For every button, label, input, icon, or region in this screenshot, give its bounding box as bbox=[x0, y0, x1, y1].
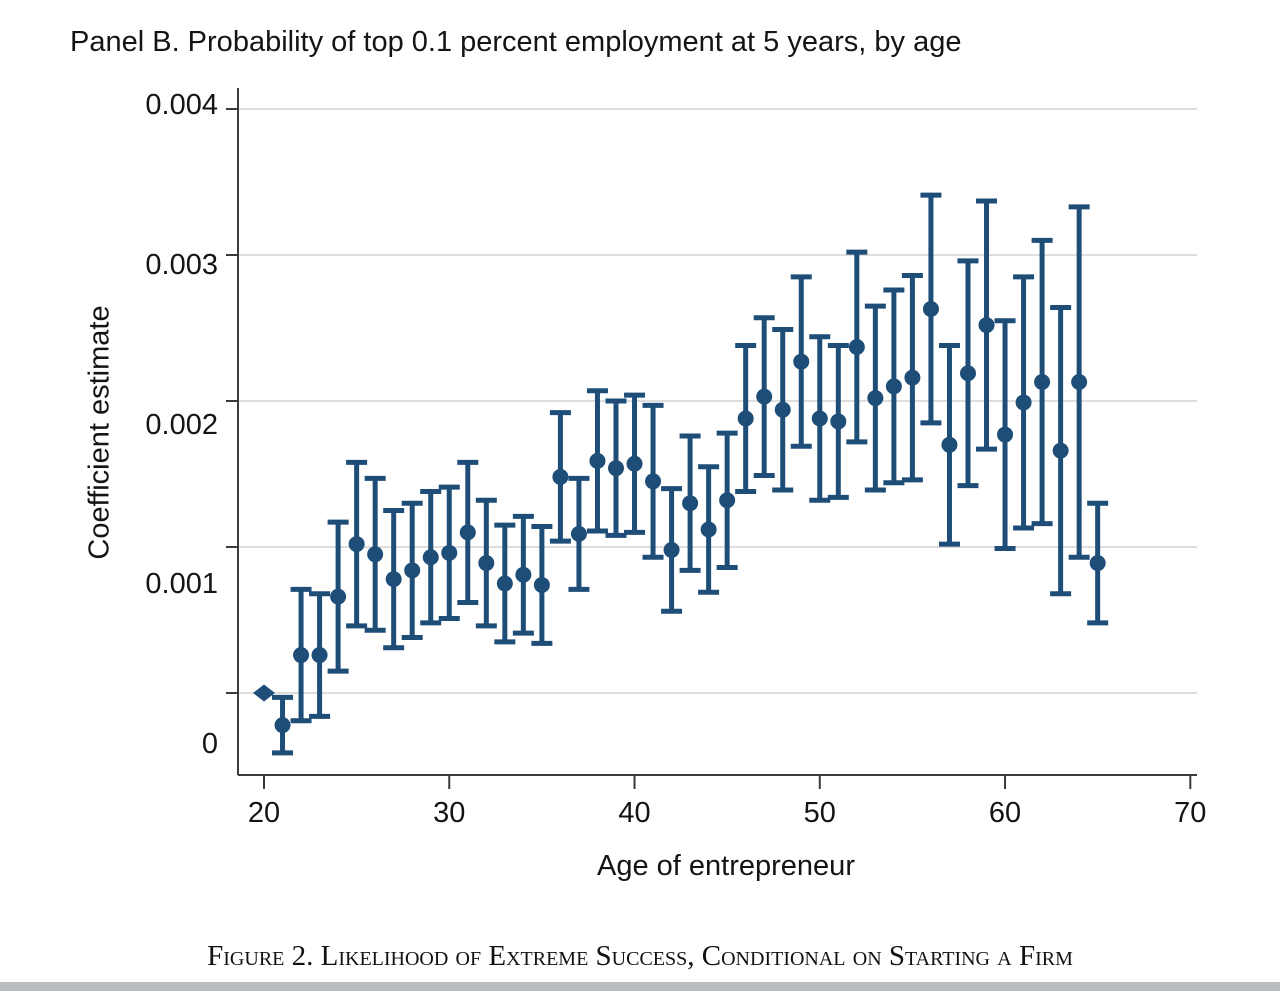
x-tick-label-30: 30 bbox=[433, 797, 466, 829]
point-age-30 bbox=[441, 544, 458, 561]
y-tick-label-0.002: 0.002 bbox=[145, 408, 218, 441]
point-age-31 bbox=[459, 524, 476, 541]
point-age-32 bbox=[478, 555, 495, 572]
point-age-57 bbox=[941, 436, 958, 453]
chart-title: Panel B. Probability of top 0.1 percent … bbox=[70, 26, 962, 58]
point-age-44 bbox=[700, 521, 717, 538]
point-age-33 bbox=[496, 575, 513, 592]
x-axis-title: Age of entrepreneur bbox=[597, 850, 855, 882]
x-tick-label-50: 50 bbox=[803, 797, 836, 829]
point-age-40 bbox=[626, 455, 643, 472]
point-age-39 bbox=[607, 460, 624, 477]
point-age-41 bbox=[645, 473, 662, 490]
point-age-21 bbox=[274, 717, 291, 734]
point-age-24 bbox=[330, 588, 347, 605]
point-age-23 bbox=[311, 647, 328, 664]
y-tick-label-0.004: 0.004 bbox=[145, 89, 218, 121]
point-age-27 bbox=[385, 571, 402, 588]
point-age-42 bbox=[663, 541, 680, 558]
point-age-48 bbox=[774, 401, 791, 418]
x-tick-label-20: 20 bbox=[247, 797, 281, 829]
point-age-37 bbox=[570, 525, 587, 542]
y-tick-label-0.001: 0.001 bbox=[145, 568, 218, 601]
point-age-46 bbox=[737, 410, 754, 427]
bottom-strip bbox=[0, 982, 1280, 991]
point-age-53 bbox=[867, 390, 884, 407]
point-age-61 bbox=[1015, 394, 1032, 411]
point-age-60 bbox=[997, 426, 1014, 443]
point-age-52 bbox=[848, 338, 865, 355]
point-age-54 bbox=[885, 378, 902, 395]
y-tick-label-0.003: 0.003 bbox=[145, 248, 218, 281]
point-age-47 bbox=[756, 388, 773, 405]
point-age-56 bbox=[922, 301, 939, 318]
y-tick-label-0: 0 bbox=[201, 728, 218, 760]
point-age-64 bbox=[1071, 374, 1088, 391]
point-age-22 bbox=[293, 647, 310, 664]
point-age-65 bbox=[1089, 555, 1106, 572]
point-age-59 bbox=[978, 317, 995, 334]
point-age-36 bbox=[552, 468, 569, 485]
x-tick-label-70: 70 bbox=[1174, 797, 1207, 829]
point-age-28 bbox=[404, 562, 421, 579]
point-age-50 bbox=[811, 410, 828, 427]
point-age-49 bbox=[793, 353, 810, 370]
point-age-58 bbox=[959, 365, 976, 382]
point-age-20 bbox=[253, 684, 275, 702]
point-age-38 bbox=[589, 452, 606, 469]
point-age-51 bbox=[830, 413, 847, 430]
point-age-25 bbox=[348, 536, 365, 553]
point-age-62 bbox=[1034, 374, 1051, 391]
point-age-55 bbox=[904, 369, 921, 386]
figure-caption: Figure 2. Likelihood of Extreme Success,… bbox=[207, 940, 1073, 972]
point-age-45 bbox=[719, 492, 736, 509]
point-age-35 bbox=[533, 576, 550, 593]
point-age-34 bbox=[515, 566, 532, 583]
point-age-63 bbox=[1052, 442, 1069, 459]
point-age-26 bbox=[367, 546, 384, 563]
x-tick-label-60: 60 bbox=[988, 797, 1022, 829]
x-tick-label-40: 40 bbox=[618, 797, 651, 829]
point-age-43 bbox=[682, 495, 699, 512]
point-age-29 bbox=[422, 549, 439, 566]
